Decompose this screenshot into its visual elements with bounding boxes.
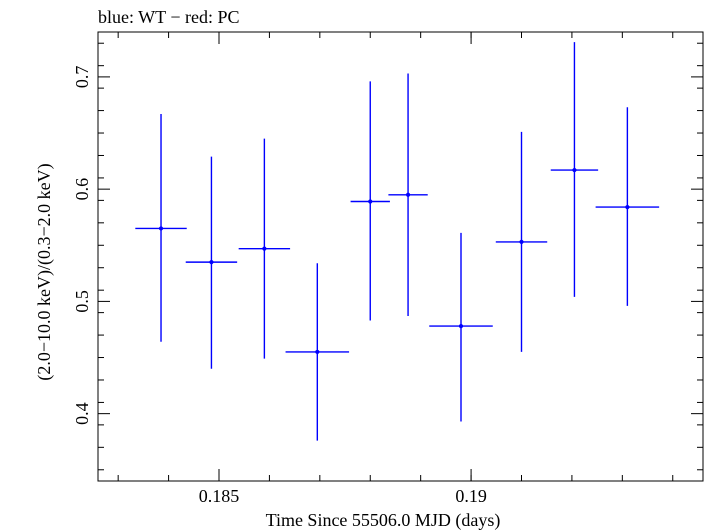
- data-point-6: [405, 192, 411, 197]
- data-point-1: [158, 226, 164, 231]
- data-point-2: [209, 260, 214, 265]
- data-point-8: [519, 239, 524, 245]
- data-point-9: [572, 167, 577, 173]
- data-point-10: [625, 205, 630, 210]
- y-tick-label: 0.6: [72, 178, 92, 201]
- plot-frame: [97, 31, 704, 482]
- chart-title: blue: WT − red: PC: [98, 7, 239, 27]
- x-tick-label: 0.185: [199, 486, 240, 506]
- y-tick-label: 0.4: [72, 402, 92, 425]
- axes: [97, 31, 704, 482]
- data-point-4: [315, 349, 320, 355]
- y-tick-label: 0.5: [72, 290, 92, 313]
- data-point-5: [368, 199, 373, 204]
- ticks: 0.185 0.19 0.4 0.5 0.6 0.7: [72, 32, 703, 506]
- data-point-7: [458, 323, 464, 329]
- data-point-3: [262, 246, 267, 251]
- x-axis-label: Time Since 55506.0 MJD (days): [266, 510, 501, 531]
- y-tick-label: 0.7: [72, 66, 92, 89]
- y-axis-label: (2.0−10.0 keV)/(0.3−2.0 keV): [34, 163, 55, 380]
- chart-marks: [135, 42, 660, 441]
- x-tick-label: 0.19: [455, 486, 487, 506]
